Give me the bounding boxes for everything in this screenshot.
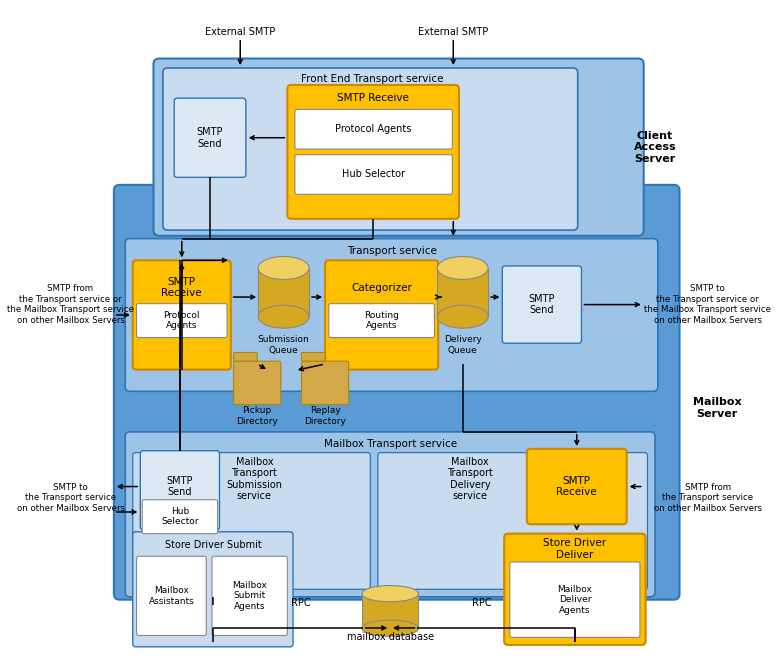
FancyBboxPatch shape <box>133 453 370 589</box>
Text: SMTP
Send: SMTP Send <box>166 476 193 497</box>
FancyBboxPatch shape <box>295 109 452 149</box>
FancyBboxPatch shape <box>133 532 293 647</box>
Text: Routing
Agents: Routing Agents <box>364 311 399 330</box>
FancyBboxPatch shape <box>125 432 655 597</box>
Text: RPC: RPC <box>291 599 310 609</box>
FancyBboxPatch shape <box>504 534 646 645</box>
FancyBboxPatch shape <box>233 353 258 361</box>
FancyBboxPatch shape <box>114 185 679 599</box>
FancyBboxPatch shape <box>136 304 227 337</box>
Text: SMTP Receive: SMTP Receive <box>337 93 409 103</box>
Text: External SMTP: External SMTP <box>205 27 275 37</box>
Text: Protocol
Agents: Protocol Agents <box>163 311 200 330</box>
FancyBboxPatch shape <box>174 98 246 177</box>
Text: Mailbox
Server: Mailbox Server <box>693 398 741 419</box>
FancyBboxPatch shape <box>142 500 218 534</box>
Ellipse shape <box>362 585 419 602</box>
Bar <box>362 593 419 629</box>
Text: SMTP
Send: SMTP Send <box>197 127 223 149</box>
Text: Delivery
Queue: Delivery Queue <box>443 335 482 355</box>
Text: Mailbox
Transport
Delivery
service: Mailbox Transport Delivery service <box>447 457 493 501</box>
FancyBboxPatch shape <box>329 304 434 337</box>
FancyBboxPatch shape <box>527 449 627 524</box>
Text: SMTP
Receive: SMTP Receive <box>556 476 597 497</box>
Bar <box>437 268 488 317</box>
Text: Transport service: Transport service <box>347 246 437 256</box>
FancyBboxPatch shape <box>163 68 578 230</box>
Text: Mailbox
Submit
Agents: Mailbox Submit Agents <box>232 581 267 611</box>
Ellipse shape <box>437 257 488 279</box>
FancyBboxPatch shape <box>212 556 287 635</box>
FancyBboxPatch shape <box>302 353 325 361</box>
Text: SMTP to
the Transport service
on other Mailbox Servers: SMTP to the Transport service on other M… <box>16 483 124 512</box>
Text: SMTP from
the Transport service
on other Mailbox Servers: SMTP from the Transport service on other… <box>654 483 762 512</box>
FancyBboxPatch shape <box>233 361 281 404</box>
Text: Hub
Selector: Hub Selector <box>161 507 198 526</box>
Text: Hub Selector: Hub Selector <box>342 170 405 180</box>
Ellipse shape <box>437 305 488 328</box>
Text: Protocol Agents: Protocol Agents <box>335 124 412 134</box>
FancyBboxPatch shape <box>153 58 643 236</box>
Text: SMTP
Send: SMTP Send <box>528 294 555 316</box>
FancyBboxPatch shape <box>133 261 231 370</box>
Text: mailbox database: mailbox database <box>346 633 433 642</box>
Text: Mailbox
Assistants: Mailbox Assistants <box>149 586 194 605</box>
Text: SMTP from
the Transport service or
the Mailbox Transport service
on other Mailbo: SMTP from the Transport service or the M… <box>7 284 134 325</box>
Text: External SMTP: External SMTP <box>418 27 489 37</box>
FancyBboxPatch shape <box>140 451 219 530</box>
Ellipse shape <box>258 305 309 328</box>
Text: Mailbox
Deliver
Agents: Mailbox Deliver Agents <box>558 585 592 615</box>
FancyBboxPatch shape <box>287 85 459 219</box>
FancyBboxPatch shape <box>295 154 452 194</box>
Ellipse shape <box>258 257 309 279</box>
Text: Mailbox Transport service: Mailbox Transport service <box>324 439 457 449</box>
Text: SMTP to
the Transport service or
the Mailbox Transport service
on other Mailbox : SMTP to the Transport service or the Mai… <box>644 284 771 325</box>
Text: Store Driver
Deliver: Store Driver Deliver <box>543 538 606 560</box>
FancyBboxPatch shape <box>302 361 349 404</box>
FancyBboxPatch shape <box>325 261 438 370</box>
Ellipse shape <box>362 620 419 636</box>
FancyBboxPatch shape <box>378 453 647 589</box>
Bar <box>258 268 309 317</box>
Text: Front End Transport service: Front End Transport service <box>301 74 443 84</box>
FancyBboxPatch shape <box>125 239 658 391</box>
Text: Pickup
Directory: Pickup Directory <box>237 406 278 426</box>
Text: Submission
Queue: Submission Queue <box>258 335 310 355</box>
FancyBboxPatch shape <box>503 266 581 343</box>
Text: SMTP
Receive: SMTP Receive <box>162 277 202 298</box>
FancyBboxPatch shape <box>510 562 640 637</box>
Text: Mailbox
Transport
Submission
service: Mailbox Transport Submission service <box>226 457 282 501</box>
Text: Store Driver Submit: Store Driver Submit <box>164 540 261 550</box>
Text: Categorizer: Categorizer <box>351 282 412 292</box>
Text: Replay
Directory: Replay Directory <box>304 406 346 426</box>
FancyBboxPatch shape <box>136 556 206 635</box>
Text: RPC: RPC <box>471 599 492 609</box>
Text: Client
Access
Server: Client Access Server <box>634 131 676 164</box>
